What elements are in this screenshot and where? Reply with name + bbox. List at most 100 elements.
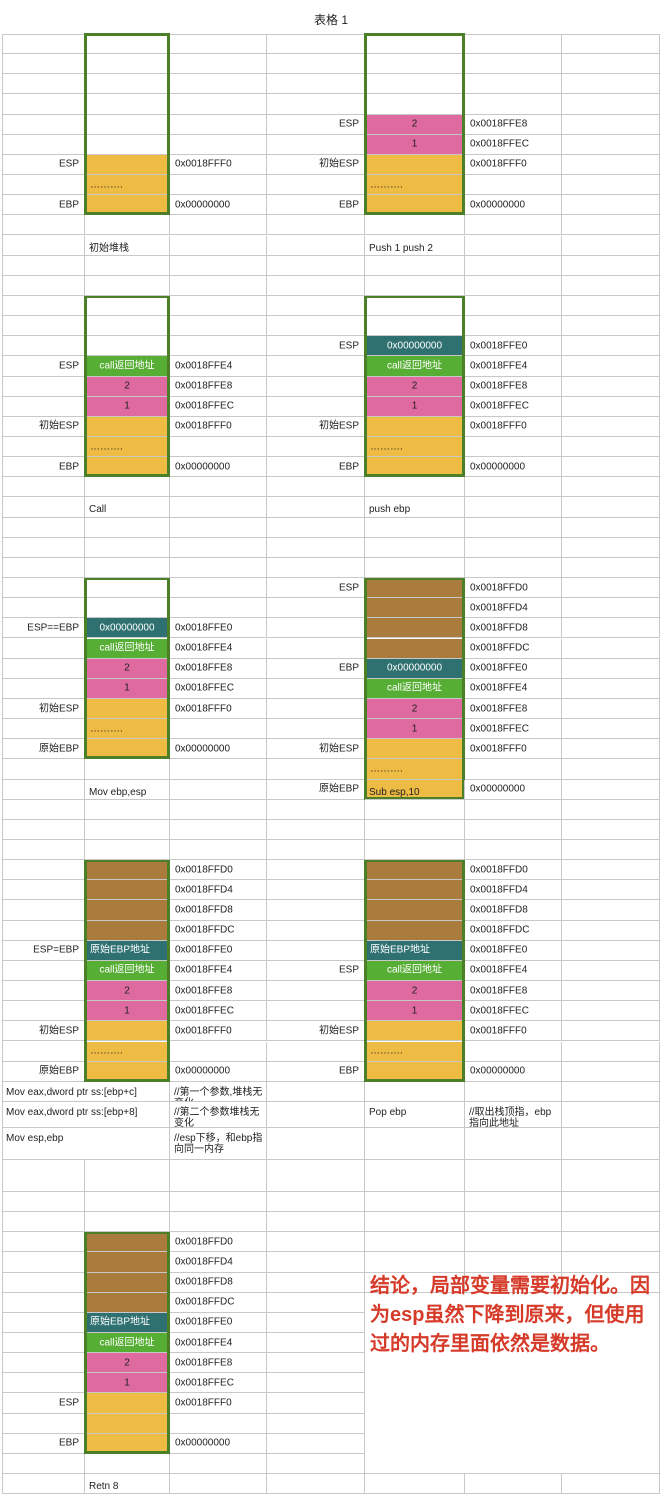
empty-cell xyxy=(170,275,267,296)
stack-label-cell: 初始ESP xyxy=(2,698,85,720)
stack-slot-value: ………. xyxy=(370,1045,403,1057)
register-label: EBP xyxy=(58,199,79,211)
stack-label-cell: EBP xyxy=(2,1433,85,1454)
stack-slot: ………. xyxy=(365,175,465,196)
stack-label-cell xyxy=(2,719,85,740)
stack-slot-value: 1 xyxy=(411,723,418,735)
empty-cell xyxy=(170,235,267,256)
empty-cell xyxy=(562,598,660,619)
conclusion-text: 结论，局部变量需要初始化。因为esp虽然下降到原来，但使用过的内存里面依然是数据… xyxy=(370,1275,650,1355)
address-cell: 0x0018FFE8 xyxy=(170,658,267,679)
stack-slot xyxy=(85,1272,170,1293)
address-value: 0x0018FFD0 xyxy=(470,864,528,876)
stack-label-cell xyxy=(267,920,365,941)
stack-slot xyxy=(85,114,170,135)
instruction-text: Mov eax,dword ptr ss:[ebp+8] xyxy=(6,1106,138,1118)
empty-cell xyxy=(267,275,365,296)
register-label: ESP xyxy=(338,964,359,976)
stack-label-cell xyxy=(2,1333,85,1354)
stack-slot: ………. xyxy=(365,437,465,458)
stack-label-cell xyxy=(2,437,85,458)
address-value: 0x0018FFEC xyxy=(470,1005,529,1017)
address-value: 0x0018FFE8 xyxy=(175,662,233,674)
address-cell xyxy=(170,719,267,740)
stack-label-cell xyxy=(267,981,365,1002)
empty-cell xyxy=(562,1021,660,1042)
panel-caption: Push 1 push 2 xyxy=(365,235,465,256)
address-cell: 0x00000000 xyxy=(465,195,562,216)
empty-cell xyxy=(170,557,267,579)
empty-cell xyxy=(562,1212,660,1233)
empty-cell xyxy=(85,255,170,276)
register-label: EBP xyxy=(338,199,359,211)
address-value: 0x00000000 xyxy=(175,1065,231,1077)
panel-caption: Call xyxy=(85,497,170,518)
stack-slot xyxy=(365,638,465,659)
address-cell: 0x00000000 xyxy=(170,739,267,760)
comment-cell: //第一个参数,堆栈无变化 xyxy=(170,1081,267,1102)
address-value: 0x0018FFE0 xyxy=(175,622,233,634)
stack-slot-value: 原始EBP地址 xyxy=(370,944,431,956)
empty-cell xyxy=(562,638,660,659)
empty-cell xyxy=(2,799,85,820)
stack-label-cell: 初始ESP xyxy=(2,1021,85,1042)
address-cell: 0x0018FFD4 xyxy=(465,880,562,901)
address-cell: 0x0018FFDC xyxy=(170,920,267,941)
empty-cell xyxy=(562,1041,660,1062)
stack-slot xyxy=(85,598,170,619)
register-label: EBP xyxy=(338,662,359,674)
address-value: 0x0018FFE4 xyxy=(175,964,233,976)
empty-cell xyxy=(365,819,465,840)
empty-cell xyxy=(170,819,267,840)
address-cell: 0x0018FFE8 xyxy=(170,1353,267,1374)
address-cell xyxy=(170,578,267,599)
stack-slot-value: 原始EBP地址 xyxy=(90,1316,151,1328)
empty-cell xyxy=(85,840,170,861)
caption-text: Retn 8 xyxy=(89,1481,119,1493)
instruction-cell xyxy=(365,1127,465,1160)
stack-label-cell xyxy=(267,638,365,659)
empty-cell xyxy=(465,477,562,498)
empty-cell xyxy=(365,557,465,579)
address-value: 0x0018FFEC xyxy=(470,138,529,150)
stack-slot-value: call返回地址 xyxy=(99,360,155,372)
address-cell xyxy=(170,74,267,95)
address-cell: 0x0018FFD8 xyxy=(170,1272,267,1293)
stack-slot xyxy=(365,578,465,599)
register-label: 原始EBP xyxy=(318,783,359,795)
stack-label-cell: EBP xyxy=(267,195,365,216)
address-value: 0x0018FFE4 xyxy=(175,1337,233,1349)
address-value: 0x0018FFD0 xyxy=(470,582,528,594)
empty-cell xyxy=(267,1101,365,1128)
address-value: 0x0018FFEC xyxy=(175,400,234,412)
register-label: ESP xyxy=(58,158,79,170)
empty-cell xyxy=(170,537,267,558)
address-cell: 0x0018FFD8 xyxy=(170,900,267,921)
address-value: 0x0018FFE8 xyxy=(470,118,528,130)
register-label: 初始ESP xyxy=(318,420,359,432)
address-value: 0x0018FFEC xyxy=(175,1005,234,1017)
empty-cell xyxy=(85,215,170,236)
stack-label-cell xyxy=(2,1312,85,1333)
stack-slot-value: ………. xyxy=(90,441,123,453)
stack-slot-value: 1 xyxy=(124,1005,130,1017)
stack-slot-value: call返回地址 xyxy=(99,964,155,976)
stack-slot: call返回地址 xyxy=(365,356,465,377)
empty-cell xyxy=(562,195,660,216)
stack-slot: 1 xyxy=(365,1001,465,1022)
address-cell: 0x0018FFD4 xyxy=(170,1252,267,1273)
empty-cell xyxy=(562,134,660,155)
page-title: 表格 1 xyxy=(313,13,348,27)
stack-slot: call返回地址 xyxy=(85,1333,170,1354)
empty-cell xyxy=(562,759,660,780)
stack-label-cell xyxy=(267,860,365,881)
stack-label-cell: EBP xyxy=(267,1061,365,1082)
stack-label-cell xyxy=(267,396,365,417)
address-cell xyxy=(170,316,267,337)
address-cell: 0x0018FFD0 xyxy=(170,860,267,881)
empty-cell xyxy=(562,356,660,377)
address-cell xyxy=(465,175,562,196)
stack-slot: 1 xyxy=(85,1001,170,1022)
address-cell xyxy=(170,114,267,135)
address-value: 0x0018FFF0 xyxy=(175,1397,232,1409)
